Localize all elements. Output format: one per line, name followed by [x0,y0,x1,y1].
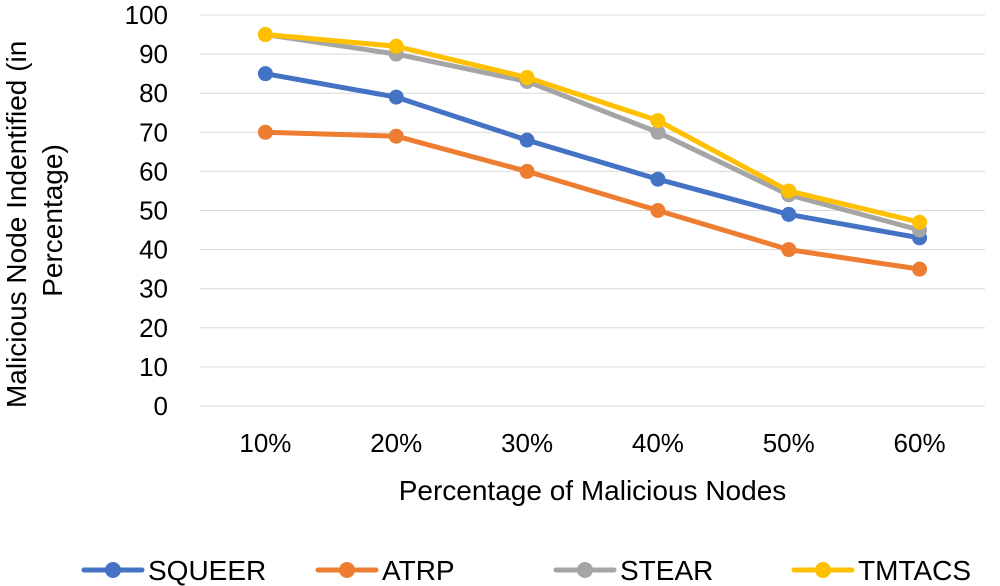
data-point [388,89,404,105]
y-axis-ticks: 0 10 20 30 40 50 60 70 80 90 100 [125,0,168,421]
series-squeer [257,66,928,246]
data-point [781,242,797,258]
legend-swatch-marker [815,562,831,578]
y-tick-label: 100 [125,0,168,30]
y-tick-label: 90 [139,39,168,69]
y-tick-label: 30 [139,274,168,304]
y-tick-label: 60 [139,156,168,186]
y-axis-title-line-1: Malicious Node Indentified (in [1,41,32,408]
data-point [257,27,273,43]
data-point [781,206,797,222]
data-point [257,124,273,140]
data-point [912,214,928,230]
x-axis-ticks: 10% 20% 30% 40% 50% 60% [239,428,945,458]
series-tmtacs [257,27,928,230]
data-point [519,132,535,148]
data-point [912,261,928,277]
legend-item-tmtacs: TMTACS [791,555,971,586]
y-tick-label: 80 [139,78,168,108]
legend: SQUEER ATRP STEAR TMTACS [81,555,971,586]
data-point [519,163,535,179]
y-tick-label: 10 [139,352,168,382]
data-point [257,66,273,82]
series-line [262,129,923,272]
data-point [650,113,666,129]
x-tick-label: 50% [763,428,815,458]
x-tick-label: 20% [370,428,422,458]
x-tick-label: 60% [894,428,946,458]
data-point [781,183,797,199]
data-point [650,124,666,140]
legend-swatch-marker [339,562,355,578]
y-tick-label: 20 [139,313,168,343]
series-line [262,32,923,233]
legend-item-stear: STEAR [553,555,713,586]
y-axis-title: Malicious Node Indentified (in Percentag… [1,33,68,408]
y-tick-label: 0 [154,391,168,421]
gridlines [200,14,985,407]
legend-item-atrp: ATRP [315,555,455,586]
x-tick-label: 30% [501,428,553,458]
x-tick-label: 40% [632,428,684,458]
legend-label: STEAR [620,555,713,586]
y-tick-label: 50 [139,196,168,226]
x-tick-label: 10% [239,428,291,458]
data-point [650,171,666,187]
legend-label: TMTACS [858,555,971,586]
data-point [388,38,404,54]
legend-label: ATRP [382,555,455,586]
data-point [650,203,666,218]
legend-swatch-marker [577,562,593,578]
data-point [388,128,404,144]
series-line [262,32,923,225]
y-axis-title-line-2: Percentage) [37,144,68,297]
legend-swatch-marker [105,562,121,578]
legend-label: SQUEER [148,555,266,586]
y-tick-label: 70 [139,117,168,147]
series-atrp [257,124,928,277]
legend-item-squeer: SQUEER [81,555,266,586]
series-line [262,71,923,241]
x-axis-title: Percentage of Malicious Nodes [399,475,787,506]
data-point [519,70,535,86]
series-lines [257,27,928,277]
y-tick-label: 40 [139,235,168,265]
